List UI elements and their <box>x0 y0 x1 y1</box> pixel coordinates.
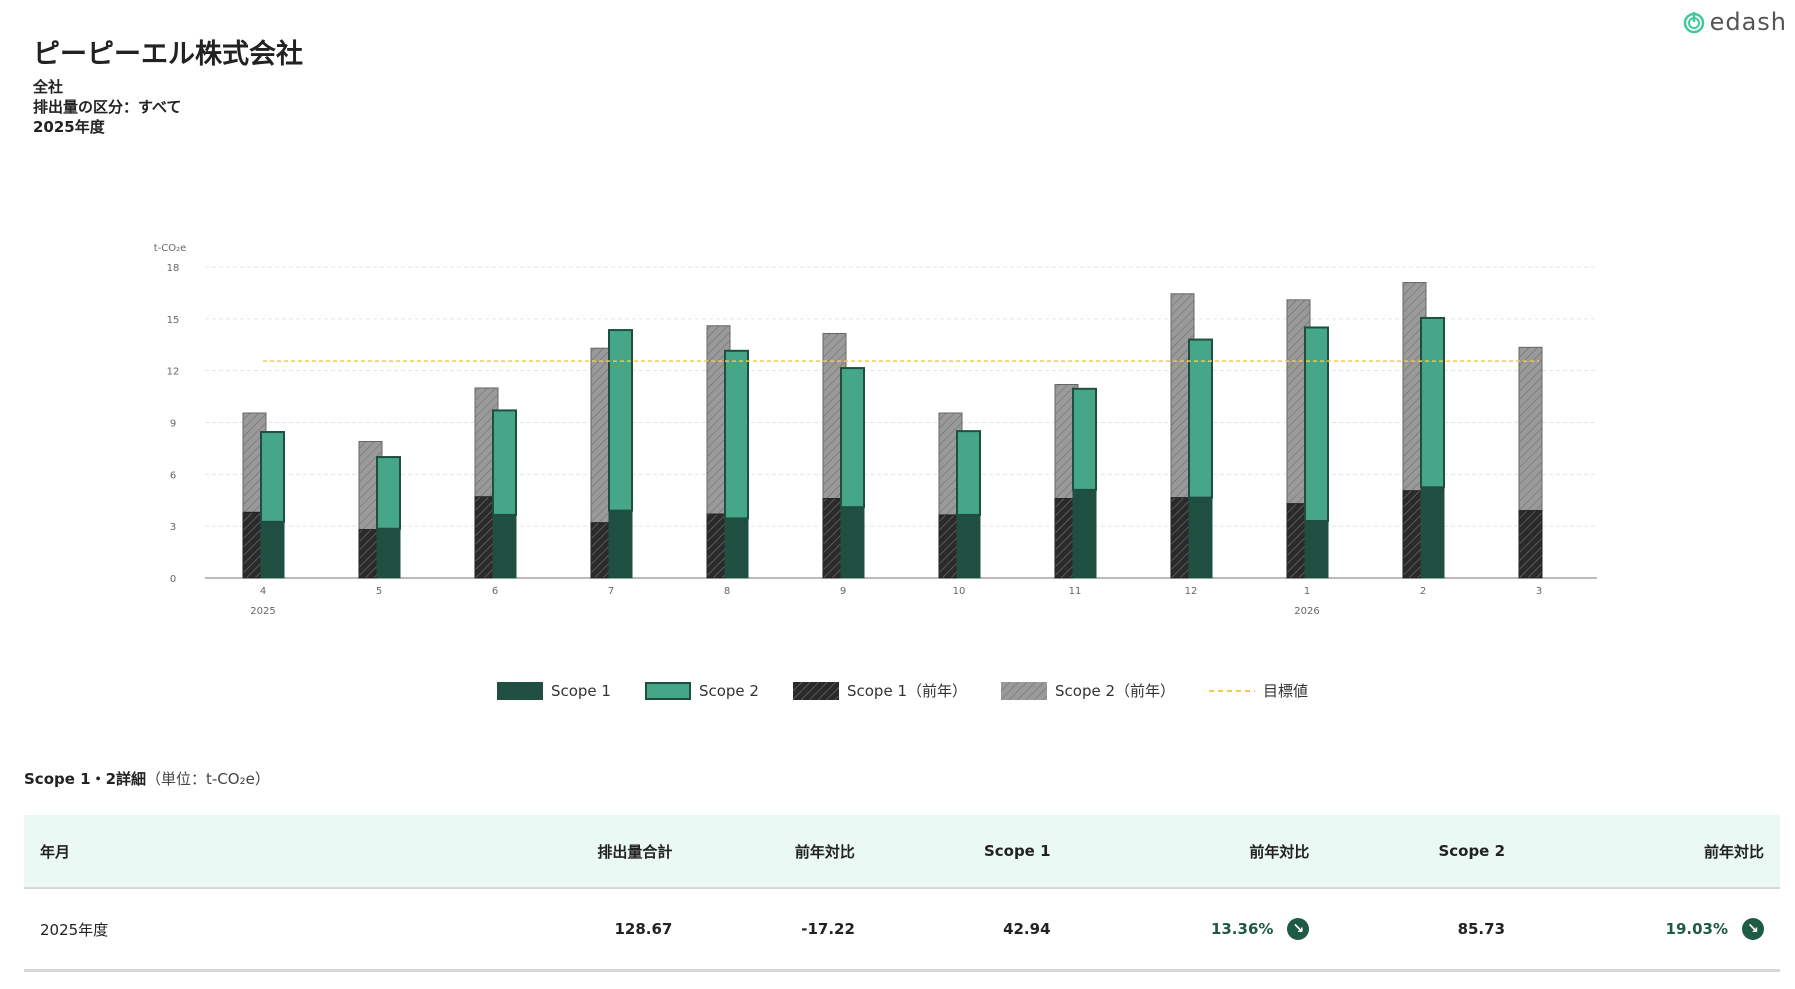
bar-scope2 <box>492 409 517 516</box>
cell-period: 2025年度 <box>24 888 476 972</box>
logo-text: edash <box>1709 8 1787 36</box>
col-total-yoy: 前年対比 <box>688 815 871 889</box>
category-label: 排出量の区分：すべて <box>33 98 182 116</box>
legend-scope2-prev[interactable]: Scope 2（前年） <box>1001 680 1175 701</box>
bar-scope1-prev <box>1518 510 1543 579</box>
y-tick-label: 9 <box>170 419 176 430</box>
x-tick-label: 5 <box>376 586 382 597</box>
arrow-down-right-icon: ↘ <box>1742 918 1764 940</box>
y-tick-label: 15 <box>167 315 180 326</box>
col-scope1-yoy: 前年対比 <box>1066 815 1326 889</box>
legend-label: Scope 2 <box>698 681 759 700</box>
x-tick-label: 6 <box>492 586 498 597</box>
bar-scope2 <box>608 329 633 512</box>
edash-logo: edash <box>1682 8 1787 36</box>
y-axis-label: t-CO₂e <box>154 243 187 254</box>
bar-scope2 <box>1304 326 1329 522</box>
bar-scope1 <box>1304 520 1329 579</box>
bar-scope1 <box>724 517 749 579</box>
x-tick-label: 9 <box>840 586 846 597</box>
bar-scope1 <box>840 506 865 579</box>
x-year-label: 2026 <box>1294 606 1319 617</box>
table-header-row: 年月 排出量合計 前年対比 Scope 1 前年対比 Scope 2 前年対比 <box>24 815 1780 889</box>
chart-legend: Scope 1 Scope 2 Scope 1（前年） Scope 2（前年） … <box>0 680 1795 701</box>
cell-total-yoy: -17.22 <box>688 888 871 972</box>
scope-label: 全社 <box>33 78 64 96</box>
legend-label: 目標値 <box>1263 682 1309 700</box>
bar-scope1 <box>1188 497 1213 579</box>
cell-scope2: 85.73 <box>1325 888 1522 972</box>
bar-scope2 <box>840 367 865 509</box>
x-tick-label: 8 <box>724 586 730 597</box>
bar-scope1 <box>376 528 401 579</box>
cell-scope1-yoy: 13.36% ↘ <box>1066 888 1326 972</box>
bar-scope1 <box>492 514 517 579</box>
table-unit: （単位：t-CO₂e） <box>146 770 270 788</box>
x-tick-label: 7 <box>608 586 614 597</box>
cell-scope2-yoy: 19.03% ↘ <box>1521 888 1780 972</box>
col-period: 年月 <box>24 815 476 889</box>
legend-scope1-prev[interactable]: Scope 1（前年） <box>792 680 967 701</box>
x-tick-label: 3 <box>1536 586 1542 597</box>
bar-scope2-prev <box>1518 346 1543 512</box>
bar-scope1 <box>956 514 981 579</box>
emissions-bar-chart: t-CO₂e 0 3 6 9 12 15 18 4 2025 5 6 7 8 9 10 11 12 1 2026 2 3 <box>154 243 1597 617</box>
year-label: 2025年度 <box>33 118 105 136</box>
section-title: Scope 1・2詳細（単位：t-CO₂e） <box>24 768 270 789</box>
col-scope1: Scope 1 <box>870 815 1067 889</box>
bar-scope1 <box>608 510 633 579</box>
y-tick-label: 3 <box>170 522 176 533</box>
y-tick-label: 0 <box>170 574 176 585</box>
bar-scope1 <box>1072 489 1097 579</box>
y-tick-label: 18 <box>167 263 180 274</box>
col-total: 排出量合計 <box>476 815 689 889</box>
legend-label: Scope 1（前年） <box>846 682 967 700</box>
legend-scope1[interactable]: Scope 1 <box>496 680 611 701</box>
x-tick-label: 10 <box>953 586 966 597</box>
x-tick-label: 4 <box>260 586 266 597</box>
col-scope2-yoy: 前年対比 <box>1521 815 1780 889</box>
bar-scope2 <box>260 431 285 523</box>
legend-scope2[interactable]: Scope 2 <box>644 680 759 701</box>
legend-target[interactable]: 目標値 <box>1209 680 1308 701</box>
y-tick-label: 6 <box>170 470 176 481</box>
arrow-down-right-icon: ↘ <box>1287 918 1310 940</box>
x-tick-label: 12 <box>1185 586 1198 597</box>
x-tick-label: 2 <box>1420 586 1426 597</box>
cell-scope1: 42.94 <box>870 888 1067 972</box>
col-scope2: Scope 2 <box>1325 815 1522 889</box>
scope2-yoy-value: 19.03% <box>1665 920 1728 938</box>
bar-scope2 <box>1072 387 1097 491</box>
legend-label: Scope 2（前年） <box>1055 682 1176 700</box>
company-title: ピーピーエル株式会社 <box>33 39 303 70</box>
scope-detail-table: 年月 排出量合計 前年対比 Scope 1 前年対比 Scope 2 前年対比 … <box>24 815 1780 972</box>
table-row: 2025年度 128.67 -17.22 42.94 13.36% ↘ 85.73… <box>24 888 1780 972</box>
x-tick-label: 1 <box>1304 586 1310 597</box>
x-tick-label: 11 <box>1069 586 1082 597</box>
y-tick-label: 12 <box>167 367 180 378</box>
scope1-yoy-value: 13.36% <box>1210 920 1274 938</box>
bar-scope2 <box>956 430 981 516</box>
table-title: Scope 1・2詳細 <box>24 770 147 788</box>
bar-scope1 <box>260 521 285 579</box>
bar-scope1 <box>1420 486 1445 579</box>
bar-scope2 <box>1420 316 1445 489</box>
x-year-label: 2025 <box>250 606 275 617</box>
cell-total: 128.67 <box>476 888 689 972</box>
legend-label: Scope 1 <box>550 681 611 700</box>
bar-scope2 <box>724 349 749 520</box>
power-icon <box>1683 12 1704 34</box>
bar-scope2 <box>1188 338 1213 499</box>
bar-scope2 <box>376 456 401 530</box>
